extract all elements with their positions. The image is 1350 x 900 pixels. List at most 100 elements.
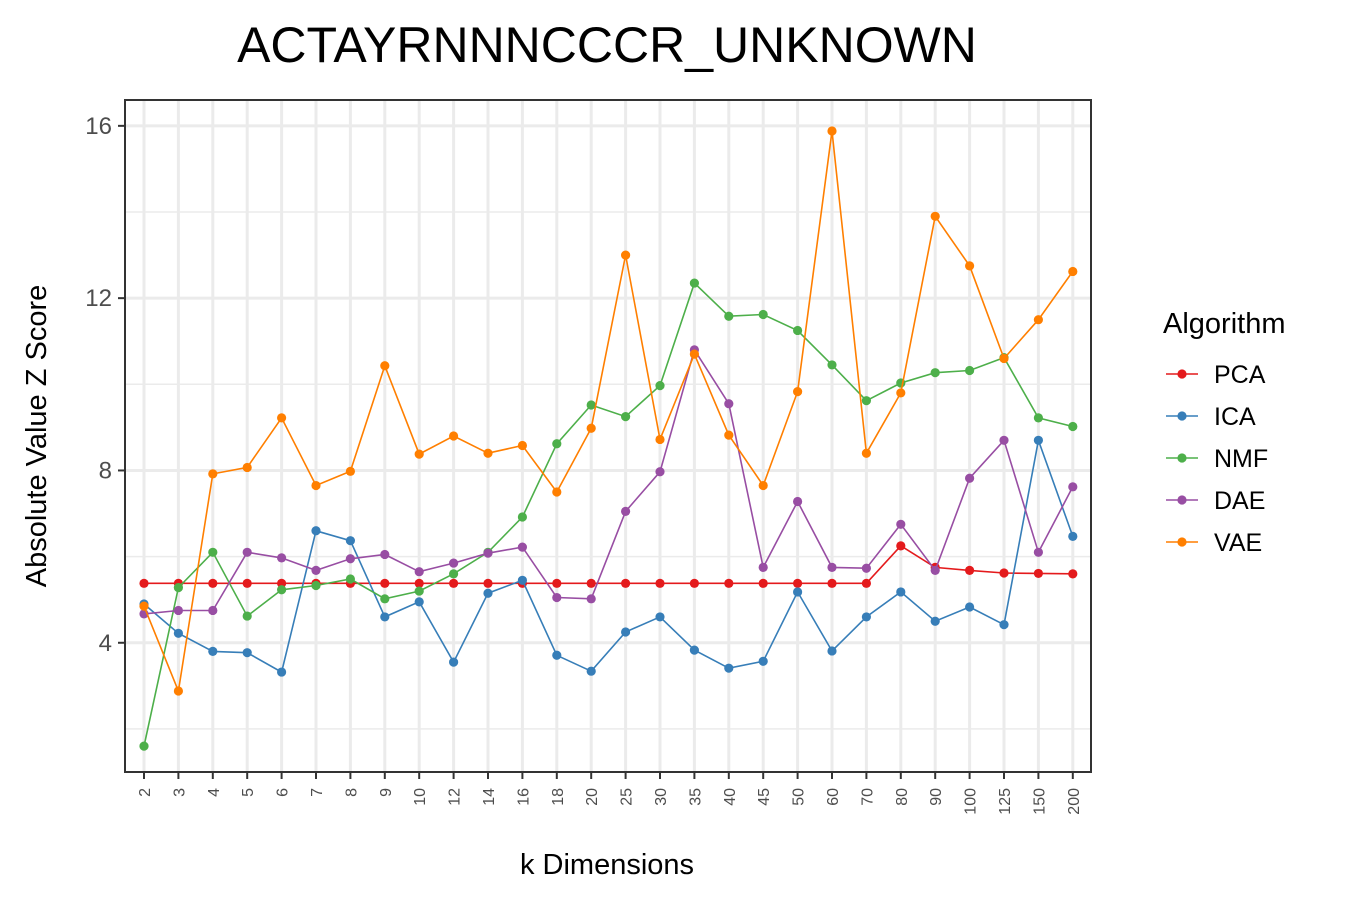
data-point-dae — [758, 562, 768, 572]
data-point-pca — [999, 568, 1009, 578]
data-point-ica — [1033, 435, 1043, 445]
x-tick-label: 7 — [309, 788, 326, 797]
data-point-pca — [655, 578, 665, 588]
data-point-vae — [208, 469, 218, 479]
data-point-nmf — [552, 439, 562, 449]
data-point-pca — [277, 578, 287, 588]
data-point-vae — [552, 487, 562, 497]
y-tick-label: 4 — [99, 630, 112, 657]
legend-key-point-vae — [1177, 537, 1187, 547]
data-point-pca — [793, 578, 803, 588]
series-line-vae — [143, 130, 1074, 694]
data-point-ica — [861, 612, 872, 622]
data-point-nmf — [380, 594, 390, 604]
data-point-vae — [1068, 266, 1078, 277]
series-line-dae — [143, 347, 1074, 615]
data-point-pca — [965, 565, 975, 576]
x-tick-label: 3 — [171, 788, 188, 797]
legend-title: Algorithm — [1163, 308, 1286, 340]
data-point-nmf — [242, 611, 252, 621]
data-point-nmf — [1033, 413, 1043, 423]
legend-key-point-nmf — [1177, 453, 1187, 463]
data-point-dae — [930, 565, 940, 576]
series-line-ica — [143, 437, 1074, 674]
data-point-vae — [793, 387, 803, 397]
data-point-pca — [586, 578, 596, 588]
data-point-ica — [724, 663, 734, 673]
data-point-pca — [414, 578, 424, 588]
data-point-vae — [483, 448, 493, 458]
legend-label-nmf: NMF — [1214, 445, 1268, 473]
data-point-dae — [311, 565, 321, 576]
data-point-nmf — [655, 381, 665, 391]
y-tick-label: 16 — [85, 113, 112, 140]
data-point-ica — [793, 587, 803, 597]
legend-label-dae: DAE — [1214, 487, 1265, 515]
x-axis-title: k Dimensions — [520, 849, 694, 881]
data-point-ica — [758, 656, 768, 666]
data-point-dae — [1068, 482, 1078, 492]
data-point-nmf — [930, 368, 940, 378]
data-point-ica — [208, 646, 218, 656]
data-point-ica — [965, 602, 975, 612]
data-point-vae — [345, 466, 355, 476]
chart-title: ACTAYRNNNCCCR_UNKNOWN — [237, 17, 977, 73]
data-point-pca — [827, 578, 837, 588]
data-point-vae — [449, 431, 459, 441]
data-point-vae — [827, 126, 837, 136]
data-point-dae — [827, 562, 837, 572]
data-point-dae — [380, 549, 390, 560]
data-point-nmf — [208, 547, 218, 557]
x-tick-label: 70 — [859, 788, 876, 806]
data-point-dae — [896, 519, 906, 529]
data-point-nmf — [586, 400, 596, 410]
data-point-ica — [345, 536, 355, 546]
x-tick-label: 16 — [515, 788, 532, 806]
x-tick-label: 8 — [343, 788, 360, 797]
x-tick-label: 5 — [240, 788, 257, 797]
x-tick-label: 60 — [825, 788, 842, 806]
data-point-nmf — [414, 586, 424, 596]
y-tick-label: 8 — [99, 457, 112, 484]
data-point-dae — [552, 592, 562, 603]
x-tick-label: 9 — [378, 788, 395, 797]
data-point-pca — [896, 541, 906, 551]
data-point-vae — [999, 353, 1009, 364]
data-point-vae — [896, 388, 906, 398]
data-point-pca — [861, 578, 872, 588]
data-point-ica — [173, 628, 183, 638]
data-point-ica — [311, 526, 321, 536]
data-point-dae — [999, 435, 1009, 445]
x-tick-label: 90 — [928, 788, 945, 806]
data-point-ica — [896, 587, 906, 597]
data-point-ica — [655, 612, 665, 622]
data-point-nmf — [139, 741, 149, 751]
data-point-ica — [827, 646, 837, 656]
data-point-ica — [999, 620, 1009, 630]
data-point-nmf — [345, 574, 355, 584]
data-point-vae — [311, 480, 321, 491]
data-point-dae — [655, 467, 665, 477]
data-point-vae — [1033, 315, 1043, 325]
data-point-nmf — [311, 580, 321, 591]
x-tick-label: 12 — [447, 788, 464, 806]
data-point-dae — [173, 605, 183, 616]
legend-key-point-ica — [1177, 411, 1187, 421]
data-point-dae — [586, 594, 596, 604]
legend-label-pca: PCA — [1214, 361, 1266, 389]
x-tick-label: 25 — [619, 788, 636, 806]
data-point-dae — [242, 547, 252, 557]
data-point-vae — [173, 686, 183, 696]
data-point-vae — [965, 261, 975, 271]
x-tick-label: 2 — [137, 788, 154, 797]
data-point-dae — [861, 563, 872, 573]
data-point-dae — [345, 554, 355, 564]
x-tick-label: 40 — [722, 788, 739, 806]
data-point-pca — [242, 578, 252, 588]
series-line-nmf — [143, 281, 1073, 747]
data-point-nmf — [689, 278, 700, 288]
data-point-vae — [277, 413, 287, 423]
data-point-pca — [208, 578, 218, 588]
x-tick-label: 50 — [791, 788, 808, 806]
